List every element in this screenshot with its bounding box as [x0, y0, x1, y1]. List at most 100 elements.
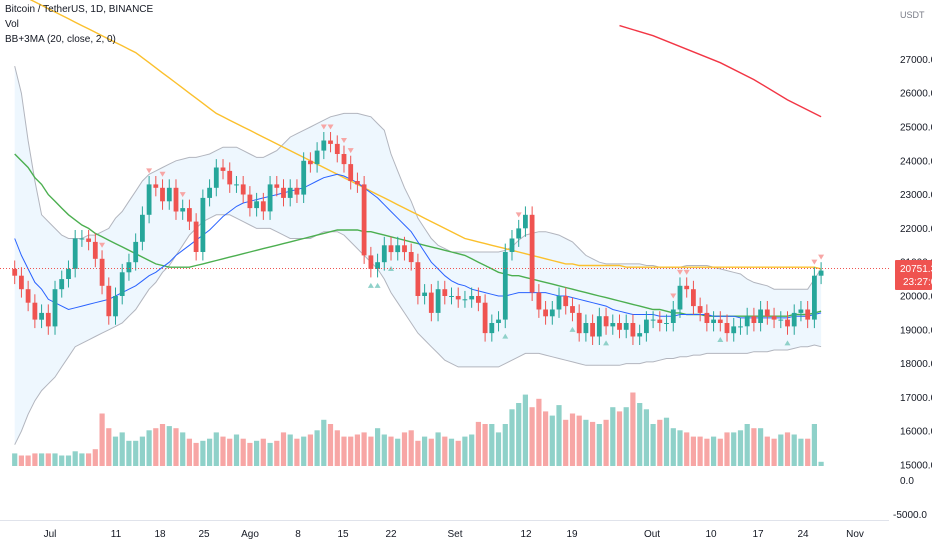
countdown-timer: 23:27:06 — [903, 277, 932, 288]
candle — [543, 301, 548, 325]
time-tick-label: 8 — [295, 529, 301, 540]
candle-body — [79, 238, 85, 240]
candle-body — [455, 296, 461, 300]
candle-body — [549, 309, 555, 317]
volume-bar — [401, 432, 408, 466]
volume-bar — [159, 424, 166, 466]
signal-markers — [99, 124, 825, 346]
volume-bar — [724, 432, 730, 466]
volume-bar — [469, 434, 475, 466]
volume-bar — [240, 438, 246, 466]
candle — [570, 297, 575, 322]
volume-bar — [388, 436, 394, 466]
candle — [355, 172, 360, 193]
candle-body — [381, 245, 387, 263]
candle — [166, 179, 172, 210]
price-tick-label: 15000.00 — [900, 461, 932, 472]
candle-body — [442, 289, 448, 296]
volume-bar — [637, 403, 643, 466]
volume-bar — [489, 424, 495, 466]
candle — [590, 314, 595, 345]
candle-body — [664, 323, 669, 324]
candle-body — [267, 184, 273, 212]
candle — [744, 307, 750, 335]
candle-body — [502, 252, 508, 320]
candle-body — [99, 258, 105, 286]
candle — [805, 301, 811, 329]
candle-body — [240, 184, 246, 195]
volume-bar — [139, 436, 145, 466]
buy-arrow — [717, 337, 724, 342]
time-tick-label: Nov — [846, 529, 864, 540]
candle — [86, 230, 91, 251]
sell-arrow — [146, 168, 153, 174]
volume-bar — [643, 409, 649, 466]
candle-body — [670, 309, 676, 323]
bb-indicator-label[interactable]: BB+3MA (20, close, 2, 0) — [5, 34, 116, 45]
candle-body — [126, 262, 132, 273]
candle — [697, 297, 703, 322]
candle-body — [254, 201, 259, 209]
volume-bar — [133, 440, 139, 466]
candle — [308, 152, 313, 173]
candle — [623, 314, 629, 339]
time-tick-label: 25 — [198, 529, 210, 540]
volume-bar — [791, 434, 797, 466]
candle — [119, 263, 125, 305]
volume-indicator-label[interactable]: Vol — [5, 19, 19, 30]
candle — [39, 304, 44, 329]
volume-bar — [381, 434, 387, 466]
candle-body — [771, 316, 777, 320]
price-tick-label: 24000.00 — [900, 156, 932, 167]
candle-body — [462, 299, 468, 301]
candle-body — [637, 333, 643, 337]
candle-body — [187, 208, 192, 222]
candle — [596, 307, 602, 345]
candle — [711, 311, 716, 332]
volume-bar — [361, 432, 367, 466]
candle — [428, 284, 434, 322]
price-tick-label: 17000.00 — [900, 393, 932, 404]
candle-body — [86, 238, 91, 242]
candle — [12, 260, 18, 285]
volume-bar — [657, 419, 663, 466]
time-tick-label: Out — [644, 529, 660, 540]
candle — [375, 253, 380, 278]
buy-arrow — [374, 282, 381, 288]
current-price-tag: 20751.37 23:27:06 — [895, 260, 932, 290]
candle-body — [334, 143, 340, 154]
candle — [455, 287, 461, 308]
candle-body — [724, 323, 730, 334]
volume-bar — [529, 407, 535, 466]
volume-bar — [563, 419, 569, 466]
candle — [563, 287, 569, 315]
candle — [617, 314, 622, 339]
volume-bar — [596, 424, 602, 466]
candle — [738, 317, 743, 335]
candle — [25, 280, 31, 312]
candle — [260, 192, 266, 220]
volume-bar — [334, 430, 340, 466]
candle — [415, 253, 421, 305]
candle-body — [153, 184, 159, 188]
volume-bar — [818, 461, 824, 466]
candle — [59, 270, 65, 298]
candle — [402, 236, 407, 261]
candle-body — [610, 323, 616, 327]
candle-body — [140, 214, 145, 242]
bb-lower-line — [14, 214, 822, 445]
volume-bar — [805, 438, 811, 466]
candle-body — [227, 170, 233, 185]
candle — [449, 287, 454, 305]
volume-bar — [428, 438, 434, 466]
candle — [146, 176, 152, 224]
candle — [408, 243, 414, 271]
candle — [348, 155, 354, 190]
candle-body — [200, 197, 206, 252]
volume-bar — [59, 455, 65, 466]
candle — [576, 304, 582, 342]
volume-bar — [543, 411, 549, 466]
candle-body — [45, 312, 51, 327]
symbol-title[interactable]: Bitcoin / TetherUS, 1D, BINANCE — [5, 4, 154, 15]
